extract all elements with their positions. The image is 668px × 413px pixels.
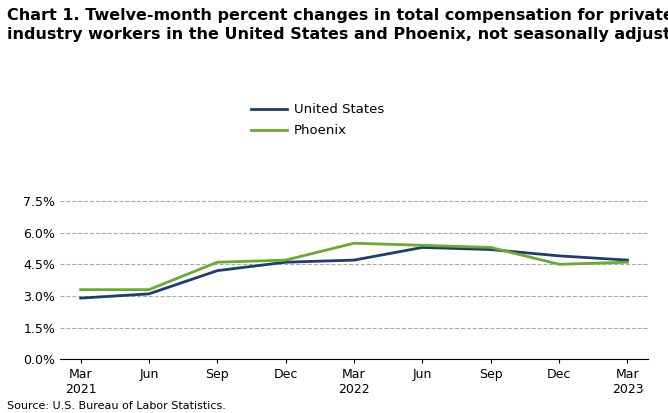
Text: Phoenix: Phoenix (294, 123, 347, 137)
Phoenix (77, 287, 85, 292)
United States (487, 247, 495, 252)
United States (145, 292, 153, 297)
United States (77, 296, 85, 301)
United States (418, 245, 426, 250)
Phoenix (145, 287, 153, 292)
United States (623, 258, 631, 263)
United States (213, 268, 221, 273)
Phoenix (487, 245, 495, 250)
Text: Source: U.S. Bureau of Labor Statistics.: Source: U.S. Bureau of Labor Statistics. (7, 401, 226, 411)
Phoenix (555, 262, 563, 267)
Phoenix (623, 260, 631, 265)
United States (555, 254, 563, 259)
Phoenix (282, 258, 290, 263)
Text: Chart 1. Twelve-month percent changes in total compensation for private
industry: Chart 1. Twelve-month percent changes in… (7, 8, 668, 42)
Phoenix (418, 243, 426, 248)
Phoenix (213, 260, 221, 265)
United States (282, 260, 290, 265)
United States (350, 258, 358, 263)
Phoenix (350, 241, 358, 246)
Text: United States: United States (294, 103, 384, 116)
Line: Phoenix: Phoenix (81, 243, 627, 290)
Line: United States: United States (81, 247, 627, 298)
